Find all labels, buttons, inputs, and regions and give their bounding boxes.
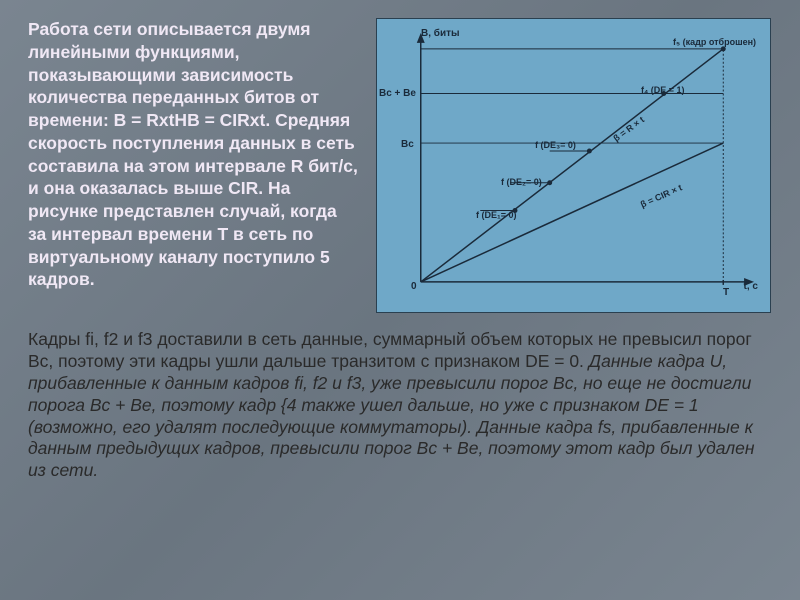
left-paragraph: Работа сети описывается двумя линейными … [28,18,358,313]
point-label-f1: f (DE₁= 0) [476,210,516,220]
x-axis-title: t, c [744,281,758,292]
chart-svg [391,29,758,302]
point-label-f4: f₄ (DE = 1) [641,85,685,95]
point-label-f2: f (DE₂= 0) [501,177,542,187]
xtick-t: T [723,287,729,298]
y-axis-title: B, биты [421,28,460,39]
point-label-f3: f (DE₃= 0) [535,140,576,150]
bottom-paragraph: Кадры fi, f2 и f3 доставили в сеть данны… [0,323,800,502]
ytick-bc: Bc [401,139,414,150]
origin-label: 0 [411,281,417,292]
chart-container: B, биты t, c Bc + Be Bc 0 T β = R × t β … [376,18,771,313]
point-label-f5: f₅ (кадр отброшен) [673,37,756,47]
ytick-bc-be: Bc + Be [379,88,416,99]
